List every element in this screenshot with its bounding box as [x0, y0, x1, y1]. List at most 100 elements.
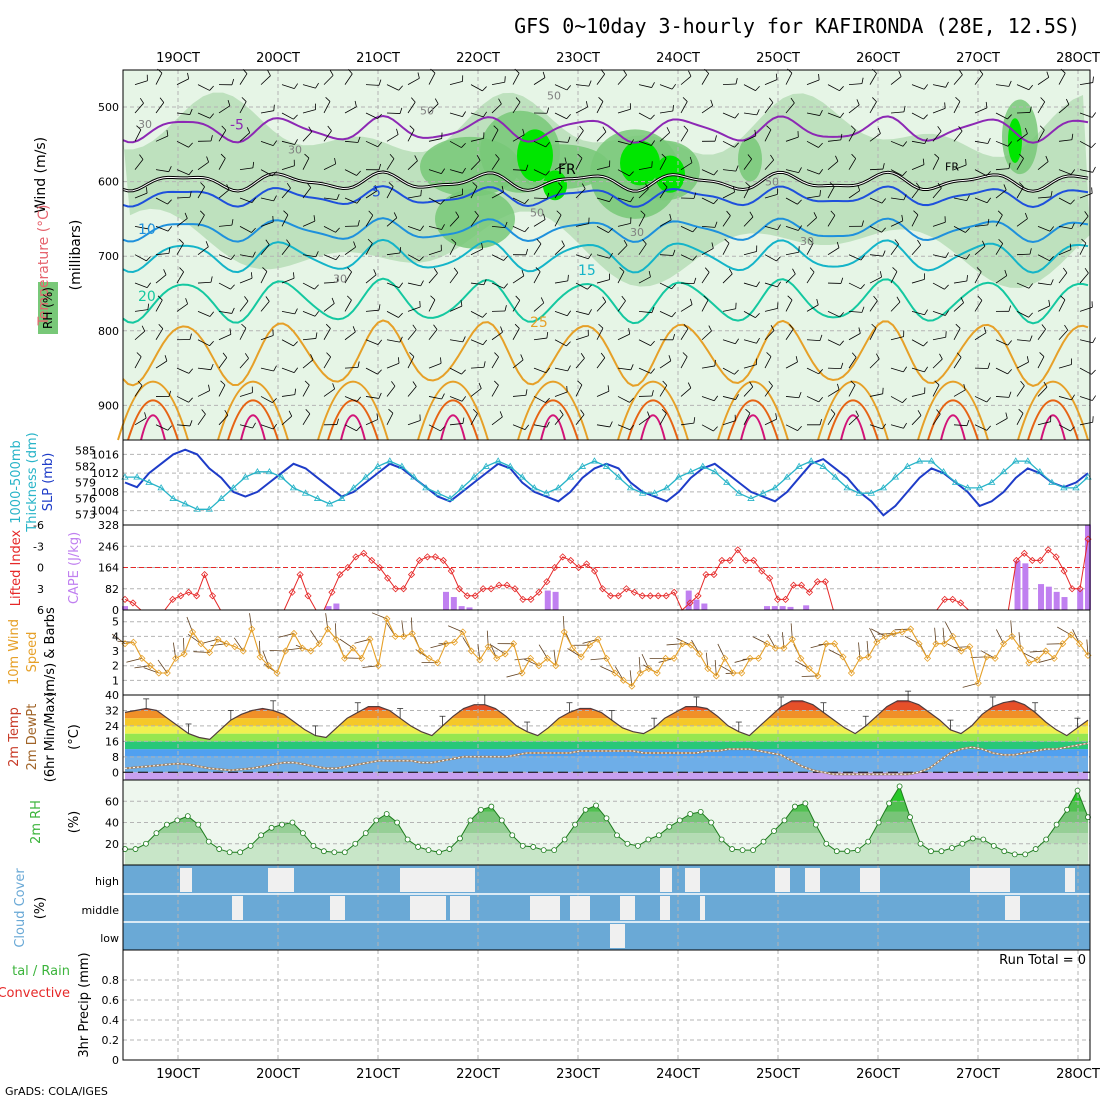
cape-bar: [443, 592, 449, 610]
temp-tick: 32: [105, 704, 119, 717]
cloud-units-label: (%): [33, 897, 48, 920]
rh-shading-dark: [420, 137, 520, 197]
date-label-bottom: 20OCT: [256, 1067, 300, 1082]
rh2m-point: [468, 818, 473, 823]
rh-contour-label: 50: [765, 175, 779, 188]
cloud-level-low: low: [100, 932, 119, 945]
cloud-gap: [685, 868, 700, 892]
cloud-gap: [700, 896, 705, 920]
temp-contour-label: 15: [578, 263, 596, 279]
date-label-bottom: 26OCT: [856, 1067, 900, 1082]
rh2m-point: [855, 848, 860, 853]
precip-tick: 0.6: [102, 994, 120, 1007]
rh2m-point: [604, 816, 609, 821]
rh2m-point: [677, 818, 682, 823]
rh2m-point: [363, 831, 368, 836]
chart-title: GFS 0~10day 3-hourly for KAFIRONDA (28E,…: [514, 14, 1080, 38]
cape-bar: [1022, 563, 1028, 610]
cape-tick: 82: [105, 583, 119, 596]
wind-barb: [1017, 112, 1030, 113]
pressure-units-label: (millibars): [68, 220, 84, 291]
cloud-gap: [775, 868, 790, 892]
wind10-tick: 4: [112, 630, 119, 643]
rh2m-point: [1075, 788, 1080, 793]
rh2m-tick: 40: [105, 817, 119, 830]
lifted-index-axis-label: Lifted Index: [9, 529, 24, 606]
rh2m-point: [489, 804, 494, 809]
date-label-top: 19OCT: [156, 51, 200, 66]
rh2m-point: [520, 843, 525, 848]
rh2m-point: [1033, 847, 1038, 852]
precip-total-label: tal / Rain: [12, 964, 70, 979]
rh2m-point: [876, 820, 881, 825]
date-label-top: 26OCT: [856, 51, 900, 66]
rh2m-point: [928, 849, 933, 854]
date-label-top: 20OCT: [256, 51, 300, 66]
rh2m-point: [824, 841, 829, 846]
temp-tick: 24: [105, 720, 119, 733]
thickness-tick: 573: [75, 509, 96, 522]
rh2m-point: [583, 807, 588, 812]
wind-barb-flag: [274, 105, 275, 111]
temp-contour-label: FR: [558, 162, 576, 178]
date-label-bottom: 22OCT: [456, 1067, 500, 1082]
rh2m-units-label: (%): [67, 811, 82, 834]
wind10-units-label: (m/s) & Barbs: [43, 607, 58, 697]
rh2m-point: [196, 822, 201, 827]
rh2m-point: [803, 801, 808, 806]
rh2m-point: [625, 841, 630, 846]
temp-tick: 16: [105, 735, 119, 748]
rh2m-point: [960, 841, 965, 846]
temp-contour-label: 5: [372, 185, 381, 201]
rh-shading-dark: [738, 137, 762, 182]
rh-contour-label: 50: [547, 90, 561, 103]
rh2m-point: [395, 820, 400, 825]
cloud-gap: [620, 896, 635, 920]
rh2m-point: [1065, 807, 1070, 812]
date-label-top: 28OCT: [1056, 51, 1100, 66]
rh2m-point: [1012, 852, 1017, 857]
temp-tick: 40: [105, 689, 119, 702]
pressure-tick: 600: [98, 176, 119, 189]
rh2m-point: [457, 836, 462, 841]
rh2m-point: [1002, 849, 1007, 854]
rh2m-point: [133, 847, 138, 852]
rh2m-point: [185, 814, 190, 819]
cloud-gap: [232, 896, 243, 920]
thickness-tick: 582: [75, 460, 96, 473]
rh2m-point: [782, 818, 787, 823]
date-label-bottom: 21OCT: [356, 1067, 400, 1082]
cape-bar: [333, 604, 339, 610]
cape-axis-label: CAPE (J/kg): [67, 532, 82, 604]
rh2m-point: [300, 831, 305, 836]
pressure-tick: 800: [98, 325, 119, 338]
pressure-tick: 900: [98, 399, 119, 412]
wind-barb: [828, 368, 841, 369]
rh-contour-label: 30: [333, 272, 347, 285]
rh2m-point: [499, 818, 504, 823]
rh2m-point: [887, 801, 892, 806]
rh2m-point: [1023, 852, 1028, 857]
precip-tick: 0.8: [102, 974, 120, 987]
cloud-gap: [610, 924, 625, 948]
run-total: Run Total = 0: [999, 953, 1086, 968]
rh2m-point: [918, 841, 923, 846]
rh-contour-label: 30: [800, 235, 814, 248]
thickness-tick: 585: [75, 444, 96, 457]
wind10-tick: 3: [112, 645, 119, 658]
cape-bar: [1046, 587, 1052, 610]
rh2m-point: [311, 843, 316, 848]
rh2m-point: [635, 843, 640, 848]
lifted-tick: -6: [33, 519, 44, 532]
rh2m-point: [478, 807, 483, 812]
date-label-bottom: 24OCT: [656, 1067, 700, 1082]
rh2m-point: [845, 849, 850, 854]
rh2m-point: [374, 818, 379, 823]
date-label-bottom: 25OCT: [756, 1067, 800, 1082]
rh2m-point: [970, 836, 975, 841]
cape-tick: 246: [98, 540, 119, 553]
rh2m-point: [510, 833, 515, 838]
rh2m-point: [771, 829, 776, 834]
cape-bar: [451, 597, 457, 610]
rh2m-point: [667, 824, 672, 829]
